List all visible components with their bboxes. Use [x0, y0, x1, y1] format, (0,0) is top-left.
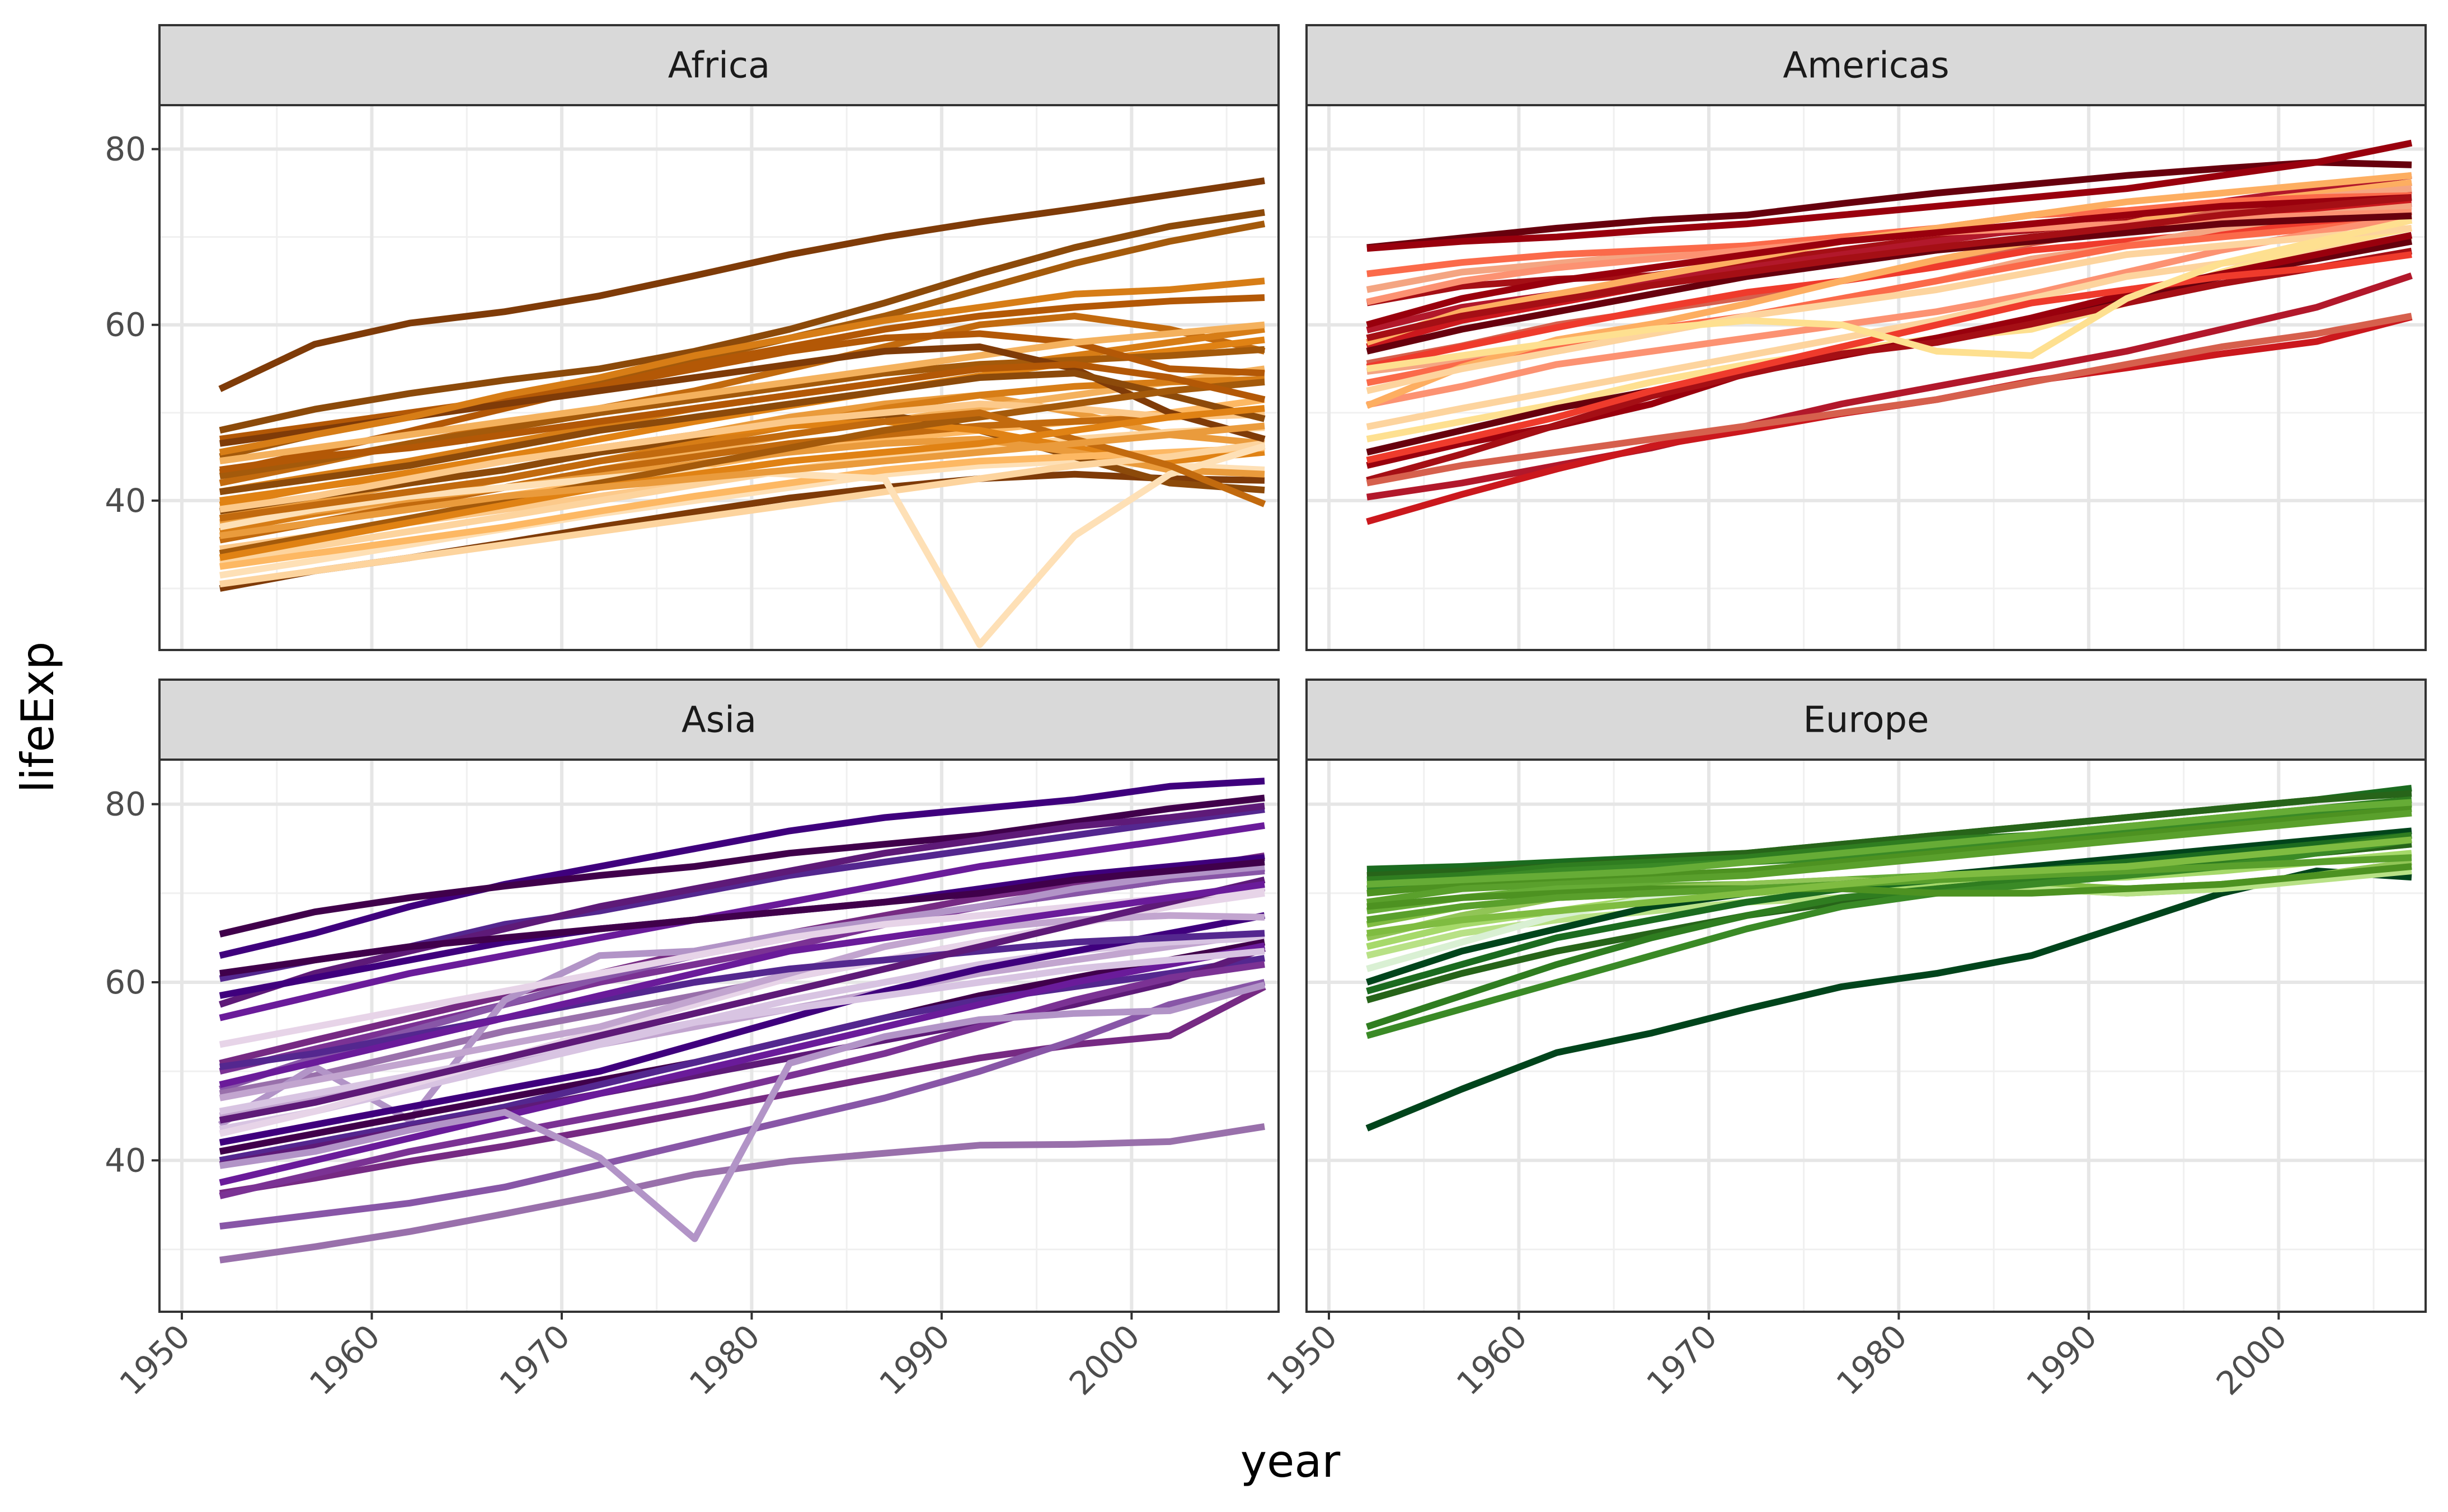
series-line [219, 885, 1265, 1048]
facet-strip-label: Asia [682, 700, 757, 741]
series-line [219, 422, 1265, 539]
series-line [219, 321, 1265, 465]
series-line [219, 378, 1265, 557]
series-line [219, 859, 1265, 977]
series-line [219, 405, 1265, 561]
series-line [1366, 159, 2412, 251]
facet-panels: Africa 40 60 80 Americas Asia 40 60 80 1950 1960 19… [105, 24, 2427, 1402]
series-line [218, 177, 1265, 392]
x-tick-label: 1990 [2019, 1317, 2104, 1402]
series-lines [218, 177, 1266, 648]
x-tick-label: 1950 [112, 1317, 197, 1402]
facet-strip [158, 679, 1280, 761]
series-line [219, 209, 1265, 434]
series-line [1366, 272, 2413, 501]
series-line [1366, 194, 2412, 328]
series-line [1366, 800, 2412, 892]
x-tick-label: 2000 [1062, 1317, 1147, 1402]
series-line [219, 942, 1266, 1186]
series-line [1366, 809, 2412, 906]
facet-panel-asia: Asia 40 60 80 1950 1960 1970 1980 1990 2000 [105, 679, 1280, 1402]
series-line [1366, 139, 2413, 252]
series-line [1366, 212, 2412, 355]
x-tick-label: 1980 [682, 1317, 767, 1402]
series-line [219, 277, 1265, 456]
series-line [219, 370, 1266, 496]
x-tick-label: 1970 [1639, 1317, 1724, 1402]
series-lines [1365, 139, 2413, 525]
series-line [219, 409, 1265, 544]
series-line [219, 361, 1266, 473]
series-line [1366, 836, 2412, 937]
series-line [219, 982, 1266, 1242]
x-tick-label: 1960 [302, 1317, 387, 1402]
series-line [1366, 216, 2412, 387]
y-axis-title: lifeExp [12, 642, 64, 793]
series-line [1366, 863, 2412, 910]
facet-strip [158, 24, 1280, 106]
facet-panel-africa: Africa 40 60 80 [105, 24, 1280, 651]
series-line [219, 877, 1266, 1124]
series-line [219, 930, 1265, 1071]
y-tick-label: 80 [105, 785, 146, 823]
x-tick-label: 2000 [2209, 1317, 2294, 1402]
x-axis-title: year [1241, 1435, 1341, 1487]
series-line [219, 444, 1265, 570]
series-line [219, 1123, 1265, 1264]
facet-strip [1305, 679, 2427, 761]
y-tick-label: 40 [105, 482, 146, 520]
x-tick-label: 1980 [1829, 1317, 1914, 1402]
facet-strip-label: Americas [1783, 45, 1949, 87]
series-line [1366, 805, 2412, 897]
facet-strip-label: Africa [668, 45, 770, 87]
x-tick-label: 1970 [492, 1317, 577, 1402]
series-line [1366, 208, 2412, 370]
facet-strip [1305, 24, 2427, 106]
series-line [219, 961, 1265, 1199]
series-line [1366, 216, 2413, 373]
series-line [1366, 247, 2413, 484]
series-line [1366, 313, 2413, 487]
x-tick-label: 1990 [872, 1317, 957, 1402]
series-line [219, 778, 1265, 959]
series-line [219, 948, 1265, 1115]
series-line [1366, 224, 2412, 394]
series-line [219, 912, 1266, 1146]
y-tick-label: 60 [105, 963, 146, 1001]
series-line [219, 955, 1265, 1164]
facet-panel-americas: Americas [1305, 24, 2427, 651]
series-line [1366, 194, 2412, 342]
x-tick-label: 1960 [1449, 1317, 1534, 1402]
facet-strip-label: Europe [1803, 700, 1929, 741]
series-line [219, 983, 1266, 1197]
series-lines [218, 778, 1266, 1264]
series-line [219, 822, 1265, 1021]
facet-panel-europe: Europe 1950 1960 1970 1980 1990 2000 [1259, 679, 2427, 1402]
series-line [219, 440, 1265, 588]
series-line [219, 802, 1265, 1008]
series-line [1366, 799, 2412, 888]
series-line [219, 330, 1265, 442]
y-tick-label: 80 [105, 130, 146, 168]
series-line [219, 794, 1265, 938]
y-tick-label: 40 [105, 1141, 146, 1179]
x-tick-label: 1950 [1259, 1317, 1344, 1402]
series-line [219, 880, 1265, 1088]
series-line [219, 401, 1265, 513]
series-line [219, 979, 1266, 1230]
y-tick-label: 60 [105, 306, 146, 344]
series-lines [1365, 784, 2412, 1132]
